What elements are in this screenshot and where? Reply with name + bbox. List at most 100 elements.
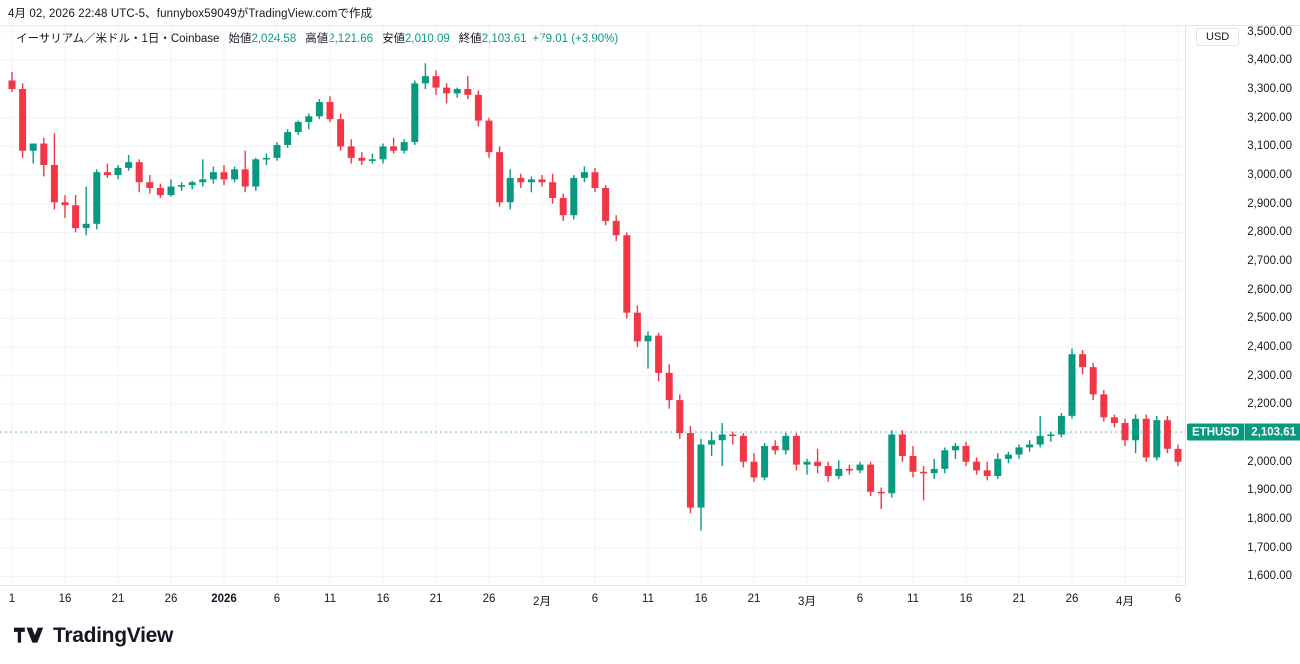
chart-legend: イーサリアム／米ドル・1日・Coinbase 始値2,024.58 高値2,12…: [16, 30, 618, 46]
candle-body: [146, 182, 154, 188]
candle: [973, 457, 981, 475]
candle-body: [814, 461, 822, 467]
candle-body: [962, 445, 970, 462]
candle: [644, 331, 652, 369]
close-label: 終値: [458, 33, 482, 45]
candle-body: [284, 132, 292, 145]
candle-body: [856, 464, 864, 471]
badge-price: 2,103.61: [1245, 423, 1300, 441]
candle-body: [199, 179, 207, 183]
candle-body: [676, 400, 684, 434]
candle: [898, 430, 906, 462]
candle-body: [50, 165, 58, 203]
candle: [1153, 415, 1161, 461]
candle-body: [114, 167, 122, 176]
candle: [294, 120, 302, 135]
candle-body: [1132, 418, 1140, 441]
time-tick: 11: [907, 593, 919, 605]
open-value: 2,024.58: [251, 33, 297, 45]
candle: [284, 129, 292, 148]
candle-body: [125, 162, 133, 168]
price-tick: 2,800.00: [1247, 226, 1292, 239]
candle: [1110, 414, 1118, 428]
candle-body: [888, 434, 896, 494]
candle: [835, 460, 843, 479]
candle-body: [40, 143, 48, 166]
candle-body: [411, 83, 419, 143]
time-tick: 26: [1065, 593, 1079, 605]
candle: [750, 453, 758, 482]
candle: [549, 173, 557, 204]
attribution-text: 4月 02, 2026 22:48 UTC-5、funnybox59049がTr…: [8, 7, 373, 20]
badge-symbol: ETHUSD: [1187, 423, 1246, 441]
candle: [951, 443, 959, 459]
candle-body: [1163, 420, 1171, 449]
candle-body: [909, 456, 917, 472]
candle-body: [188, 182, 196, 186]
price-tick: 2,000.00: [1247, 455, 1292, 468]
candle: [1068, 348, 1076, 419]
candle: [856, 461, 864, 474]
candle-body: [697, 444, 705, 508]
open-group: 始値2,024.58: [228, 30, 296, 46]
candle: [474, 90, 482, 127]
price-tick: 2,500.00: [1247, 312, 1292, 325]
candle-body: [580, 172, 588, 178]
candle: [82, 186, 90, 236]
candle-body: [623, 235, 631, 313]
candle: [1057, 413, 1065, 438]
candle-body: [1068, 354, 1076, 416]
candle-body: [655, 335, 663, 373]
candle: [273, 142, 281, 161]
candle-body: [665, 372, 673, 401]
candle-body: [231, 169, 239, 180]
candle-body: [983, 470, 991, 477]
candle-body: [1089, 367, 1097, 395]
price-axis[interactable]: USD 3,500.00 3,400.00 3,300.00 3,200.00 3,10…: [1185, 26, 1300, 585]
candle: [655, 332, 663, 382]
candle: [156, 183, 164, 198]
candle-body: [1174, 448, 1182, 462]
candle: [19, 83, 27, 158]
candle: [909, 445, 917, 478]
candle-body: [771, 445, 779, 451]
current-price-badge: ETHUSD 2,103.61: [1187, 423, 1300, 441]
candle-body: [1110, 417, 1118, 424]
time-tick: 16: [58, 593, 72, 605]
candle-body: [792, 435, 800, 465]
time-tick: 6: [1174, 593, 1182, 605]
candle-body: [252, 159, 260, 187]
candle: [665, 364, 673, 409]
candle: [337, 113, 345, 151]
candle: [1004, 451, 1012, 464]
candle: [400, 139, 408, 154]
candle: [962, 441, 970, 467]
candle: [506, 169, 514, 210]
candle-body: [591, 172, 599, 188]
candle-body: [1004, 454, 1012, 459]
candle: [676, 394, 684, 439]
candle-body: [1100, 394, 1108, 418]
candle-body: [178, 185, 186, 187]
time-tick: 2月: [533, 596, 551, 608]
candle: [814, 448, 822, 474]
candle: [496, 146, 504, 207]
candle: [241, 150, 249, 193]
candle-body: [485, 120, 493, 153]
time-axis[interactable]: 1 16 21 26 2026 6 11 16 21 26 2月 6 11 16 21 3月 6 11 16 21 26…: [0, 585, 1185, 613]
candle-body: [326, 101, 334, 120]
candle-body: [506, 177, 514, 203]
candle: [146, 175, 154, 194]
chart-plot-area[interactable]: [0, 26, 1185, 585]
candle: [220, 165, 228, 186]
candle-body: [782, 435, 790, 451]
candle-body: [570, 177, 578, 216]
candle-body: [443, 87, 451, 94]
candle: [305, 113, 313, 130]
candle: [453, 87, 461, 98]
candle: [368, 153, 376, 164]
candle: [867, 461, 875, 497]
candle: [994, 453, 1002, 479]
candle-body: [241, 169, 249, 187]
price-tick: 1,900.00: [1247, 484, 1292, 497]
